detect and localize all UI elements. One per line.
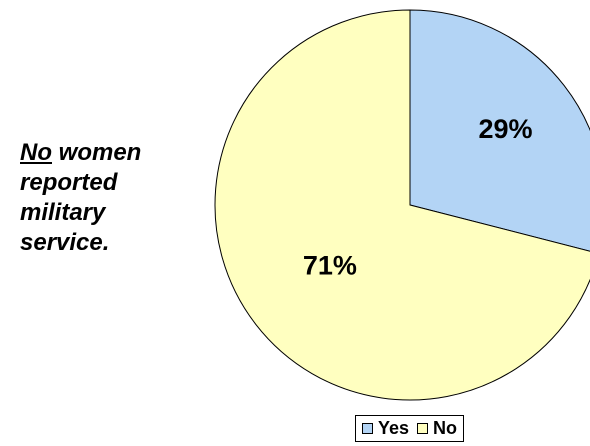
legend-swatch-yes [362,423,373,434]
side-note-emphasis: No [20,139,52,166]
legend-swatch-no [417,423,429,434]
pie-slices [214,9,590,401]
pie-label-no: 71% [303,250,357,280]
legend-item-no: No [417,418,457,439]
legend-label-no: No [433,418,458,438]
side-note: No women reported military service. [20,138,200,258]
pie-label-yes: 29% [479,114,533,144]
legend-item-yes: Yes [362,418,409,439]
side-note-text: women reported military service. [20,139,142,256]
legend-label-yes: Yes [378,418,410,438]
pie-labels: 29% 71% [303,114,533,280]
pie-slice-yes [409,9,590,252]
pie-slice-no [214,9,590,401]
legend: Yes No [355,415,465,442]
